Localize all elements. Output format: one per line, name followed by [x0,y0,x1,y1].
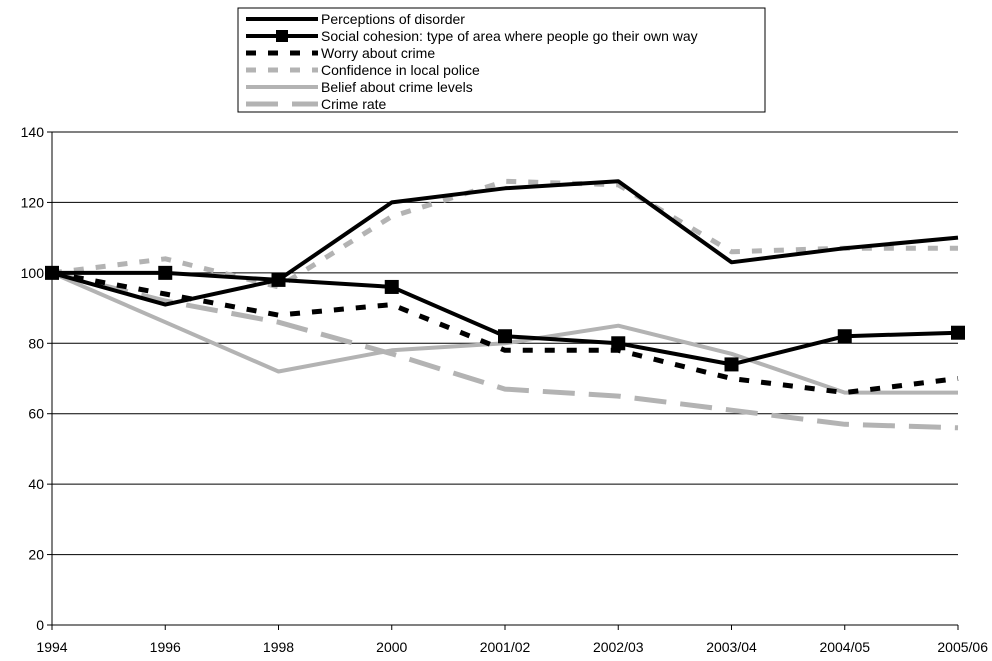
y-tick-label: 20 [28,547,44,563]
legend-marker [276,30,288,42]
x-tick-label: 1998 [263,639,294,655]
axes: 0 20 40 60 80 100 120 140 1994 1996 1998 2000 2001/0… [21,124,989,655]
data-point-marker [837,329,852,344]
data-point-marker [271,272,286,287]
data-point-marker [498,329,512,344]
y-tick-label: 40 [28,476,44,492]
x-tick-label: 2001/02 [480,639,531,655]
x-tick-label: 2004/05 [819,639,870,655]
y-tick-label: 140 [21,124,45,140]
legend-label-4: Confidence in local police [321,62,480,78]
y-tick-label: 60 [28,406,44,422]
data-point-marker [158,265,173,280]
data-point-marker [611,336,626,351]
x-tick-label: 2003/04 [706,639,757,655]
series-line-6 [51,270,959,431]
legend-label-3: Worry about crime [321,45,435,61]
data-point-marker [724,357,739,372]
data-point-marker [951,325,965,340]
gridlines [52,131,958,626]
series-line-5 [51,271,958,395]
legend-box [237,7,766,113]
legend-label-5: Belief about crime levels [321,79,473,95]
x-tick-label: 1994 [36,639,67,655]
y-tick-label: 100 [21,265,45,281]
legend-label-1: Perceptions of disorder [321,11,465,27]
data-point-marker [45,265,59,280]
x-tick-label: 2000 [376,639,407,655]
data-point-marker [384,279,399,294]
series-group [45,178,965,431]
series-line-1 [51,179,959,307]
y-tick-label: 80 [28,335,44,351]
x-tick-label: 2002/03 [593,639,644,655]
series-line-4 [51,178,958,290]
legend-label-6: Crime rate [321,96,387,112]
x-tick-label: 2005/06 [937,639,988,655]
legend-label-2: Social cohesion: type of area where peop… [321,28,698,44]
y-tick-label: 120 [21,194,45,210]
series-line-3 [51,270,959,396]
x-tick-label: 1996 [150,639,181,655]
y-tick-label: 0 [36,617,44,633]
